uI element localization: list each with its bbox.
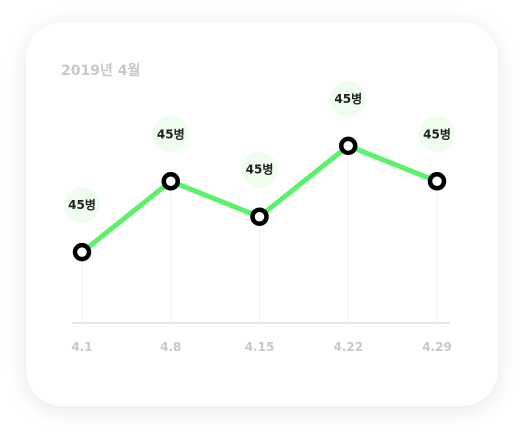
- data-label: 45병: [246, 162, 274, 177]
- markers: [72, 136, 447, 262]
- data-label: 45병: [68, 197, 96, 212]
- data-label-bubble: [419, 116, 455, 153]
- x-tick-label: 4.1: [71, 340, 92, 354]
- data-label-bubble: [241, 151, 278, 188]
- gridlines: [81, 145, 438, 323]
- data-label: 45병: [423, 126, 451, 141]
- x-tick-labels: 4.1 4.8 4.15 4.22 4.29: [71, 340, 451, 354]
- data-point: [427, 172, 447, 191]
- data-point: [250, 207, 269, 226]
- data-label: 45병: [334, 91, 362, 106]
- x-tick-label: 4.15: [245, 340, 275, 354]
- data-labels: 45병 45병 45병 45병 45병: [64, 80, 455, 224]
- data-label-bubble: [64, 187, 100, 224]
- data-label-bubble: [330, 80, 367, 117]
- data-label: 45병: [157, 126, 185, 141]
- x-tick-label: 4.29: [422, 340, 452, 354]
- data-point: [72, 242, 92, 262]
- x-tick-label: 4.8: [160, 340, 181, 354]
- chart-title: 2019년 4월: [61, 63, 141, 79]
- data-point: [339, 136, 358, 156]
- x-tick-label: 4.22: [333, 340, 363, 354]
- data-label-bubble: [152, 116, 189, 153]
- data-point: [161, 172, 180, 191]
